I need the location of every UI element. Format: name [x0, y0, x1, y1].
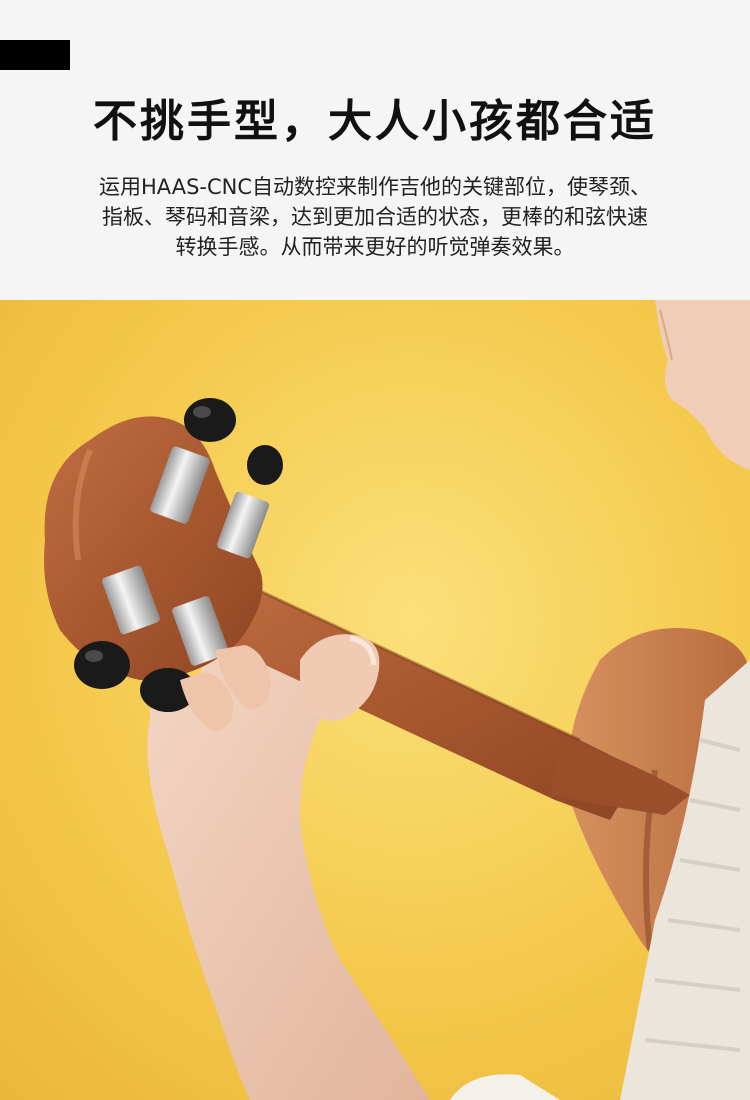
description-line-1: 运用HAAS-CNC自动数控来制作吉他的关键部位，使琴颈、	[98, 175, 652, 199]
description-line-2: 指板、琴码和音梁，达到更加合适的状态，更棒的和弦快速	[102, 205, 648, 229]
accent-bar	[0, 40, 70, 70]
ukulele-photo	[0, 300, 750, 1100]
description: 运用HAAS-CNC自动数控来制作吉他的关键部位，使琴颈、 指板、琴码和音梁，达…	[40, 172, 710, 262]
tuner-pegs	[74, 398, 283, 712]
description-line-3: 转换手感。从而带来更好的听觉弹奏效果。	[175, 235, 575, 259]
page-title: 不挑手型，大人小孩都合适	[93, 96, 657, 147]
ukulele-headstock-hand-photo-icon	[0, 300, 750, 1100]
header-section: 不挑手型，大人小孩都合适 运用HAAS-CNC自动数控来制作吉他的关键部位，使琴…	[0, 0, 750, 300]
